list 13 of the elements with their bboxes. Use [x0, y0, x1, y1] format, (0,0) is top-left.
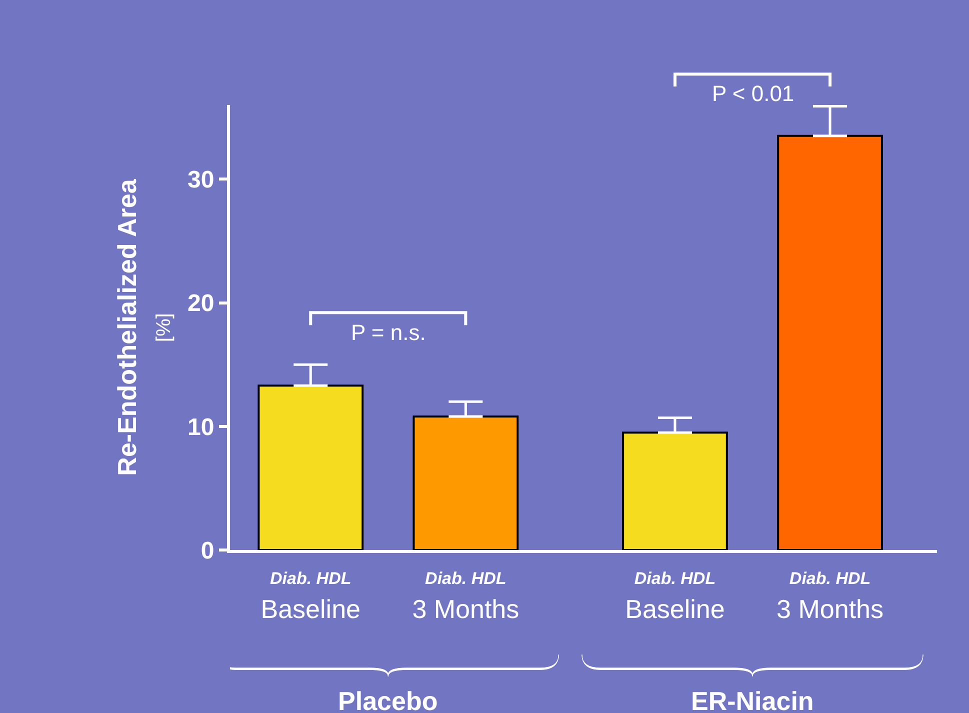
x-tick-label: Diab. HDL 3 Months: [412, 569, 520, 624]
x-tick-label: Diab. HDL 3 Months: [776, 569, 884, 624]
x-tick-label: Diab. HDL Baseline: [625, 569, 725, 624]
y-tick-label: 0: [200, 537, 214, 564]
text: ER-Niacin: [691, 686, 814, 713]
y-tick-label: 30: [187, 166, 214, 194]
y-tick-label: 10: [187, 414, 214, 441]
x-tick-label: Diab. HDL Baseline: [260, 569, 360, 624]
y-tick-label: 20: [187, 290, 214, 318]
annotation: P < 0.01: [712, 81, 794, 106]
text: Placebo: [338, 686, 438, 713]
y-axis-title: Re-Endothelialized Area [%]: [112, 178, 175, 476]
annotation: P = n.s.: [351, 320, 426, 345]
